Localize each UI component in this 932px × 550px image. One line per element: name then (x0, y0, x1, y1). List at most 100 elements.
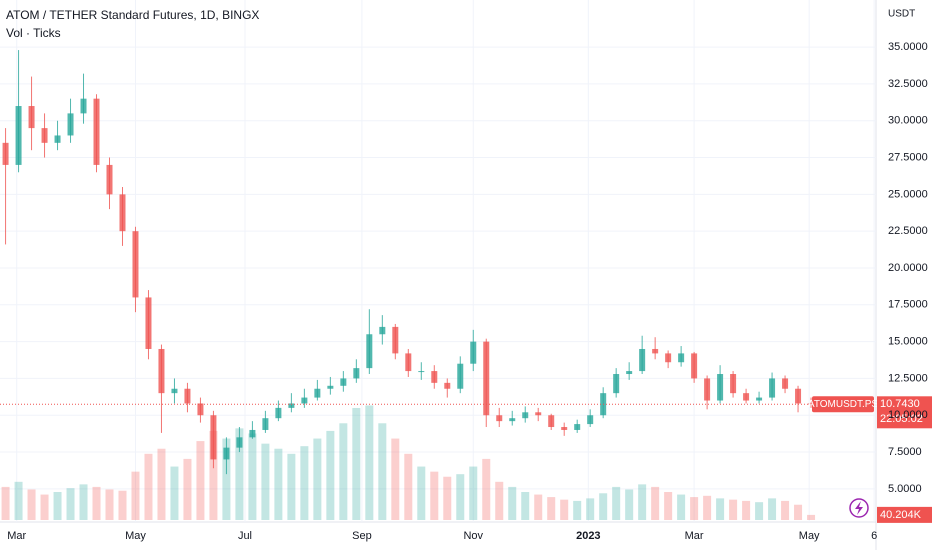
candle-body (483, 341, 490, 416)
last-volume-label: 40.204K (880, 509, 922, 521)
lightning-button[interactable] (849, 498, 869, 518)
volume-bar (196, 441, 205, 520)
volume-bar (391, 438, 400, 520)
candle-body (67, 113, 74, 136)
volume-bar (27, 489, 36, 520)
volume-bar (456, 474, 465, 520)
volume-bar (482, 458, 491, 520)
candle-body (678, 353, 685, 363)
volume-bar (794, 504, 803, 520)
volume-bar (417, 466, 426, 520)
candle-body (210, 415, 217, 460)
volume-bar (716, 498, 725, 520)
candle-body (561, 427, 568, 430)
volume-bar (105, 489, 114, 520)
candle-body (301, 397, 308, 404)
candle-body (535, 412, 542, 416)
volume-bar (430, 471, 439, 520)
y-tick-label: 20.0000 (888, 262, 928, 274)
candle-body (496, 415, 503, 422)
candle-body (262, 418, 269, 430)
candle-body (756, 397, 763, 401)
volume-bar (131, 471, 140, 520)
price-badge (877, 396, 932, 429)
last-price-label: 10.7430 (880, 398, 920, 410)
candle-body (171, 388, 178, 394)
volume-bar (690, 497, 699, 520)
volume-bar (326, 430, 335, 520)
candle-layer (2, 50, 815, 475)
x-tick-label: Mar (7, 530, 26, 542)
x-tick-label: Jul (238, 530, 252, 542)
volume-bar (443, 476, 452, 520)
volume-bar (378, 423, 387, 520)
volume-bar (53, 492, 62, 520)
y-tick-label: 10.0000 (888, 409, 928, 421)
candle-body (184, 388, 191, 404)
candle-body (353, 368, 360, 379)
candle-body (197, 403, 204, 416)
y-tick-label: 12.5000 (888, 372, 928, 384)
candle-body (275, 407, 282, 419)
y-tick-label: 25.0000 (888, 188, 928, 200)
volume-bar (742, 500, 751, 520)
candle-body (80, 98, 87, 114)
volume-bar (274, 448, 283, 520)
x-tick-label: 6 (871, 530, 877, 542)
volume-bar (664, 492, 673, 520)
volume-bar (92, 486, 101, 520)
candle-body (639, 348, 646, 372)
y-tick-label: 27.5000 (888, 151, 928, 163)
candle-body (93, 98, 100, 165)
symbol-label: ATOMUSDT.PS (808, 399, 879, 410)
candle-body (717, 374, 724, 401)
candle-body (418, 371, 425, 373)
candle-body (457, 363, 464, 389)
y-tick-label: 35.0000 (888, 41, 928, 53)
y-tick-label: 7.5000 (888, 446, 922, 458)
candle-body (327, 385, 334, 389)
volume-layer (1, 405, 816, 520)
candle-body (314, 388, 321, 398)
candle-body (41, 128, 48, 143)
candle-body (392, 326, 399, 354)
candle-body (145, 297, 152, 349)
volume-bar (638, 484, 647, 520)
volume-bar (66, 488, 75, 520)
y-tick-label: 15.0000 (888, 336, 928, 348)
volume-bar (144, 453, 153, 520)
candle-body (743, 393, 750, 401)
x-tick-label: Sep (352, 530, 372, 542)
indicator-label: Vol · Ticks (6, 26, 61, 40)
volume-bar (703, 495, 712, 520)
countdown-label: 22:05:02 (880, 413, 923, 425)
candle-body (509, 418, 516, 422)
candle-body (431, 371, 438, 383)
candle-body (470, 341, 477, 364)
candle-body (132, 231, 139, 298)
y-tick-label: 22.5000 (888, 225, 928, 237)
lightning-icon[interactable] (855, 501, 863, 515)
volume-bar (560, 499, 569, 520)
candle-body (587, 415, 594, 425)
candle-body (613, 374, 620, 394)
volume-bar (170, 466, 179, 520)
volume-bar (807, 514, 816, 520)
candle-body (379, 326, 386, 335)
volume-bar (157, 448, 166, 520)
candle-body (223, 447, 230, 460)
volume-bar (79, 484, 88, 520)
volume-bar (339, 423, 348, 520)
volume-bar (521, 492, 530, 520)
candle-body (54, 135, 61, 143)
y-tick-label: 5.0000 (888, 483, 922, 495)
volume-bar (183, 458, 192, 520)
x-tick-label: Mar (685, 530, 704, 542)
candle-body (665, 353, 672, 363)
candle-body (574, 424, 581, 430)
candle-body (340, 378, 347, 386)
y-tick-label: 30.0000 (888, 115, 928, 127)
candle-body (652, 348, 659, 354)
